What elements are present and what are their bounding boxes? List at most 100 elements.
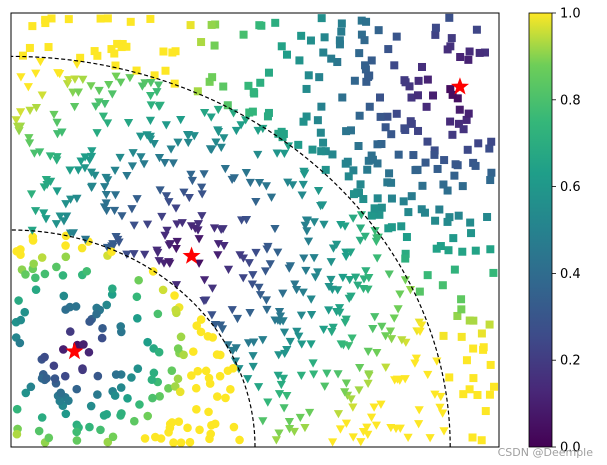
triangle-point (200, 108, 210, 118)
triangle-point (125, 74, 135, 83)
triangle-point (213, 105, 223, 115)
triangle-point (157, 212, 167, 222)
square-point (308, 145, 317, 154)
square-point (477, 329, 486, 338)
triangle-point (385, 327, 396, 336)
triangle-point (340, 222, 350, 231)
triangle-point (49, 110, 59, 120)
circle-point (59, 345, 68, 354)
square-point (319, 48, 328, 57)
triangle-point (313, 186, 324, 196)
triangle-point (197, 183, 207, 192)
circle-point (203, 331, 213, 341)
triangle-point (160, 231, 170, 240)
square-point (219, 82, 228, 91)
triangle-point (317, 201, 328, 210)
triangle-point (72, 194, 82, 203)
circle-point (204, 407, 213, 417)
circle-point (127, 373, 136, 382)
triangle-point (186, 170, 196, 179)
circle-point (93, 371, 103, 381)
circle-point (143, 411, 153, 421)
square-point (401, 249, 410, 258)
square-point (472, 25, 481, 34)
triangle-point (52, 153, 62, 162)
triangle-point (219, 134, 229, 143)
square-point (453, 311, 462, 320)
square-point (404, 208, 413, 217)
triangle-point (154, 257, 164, 266)
triangle-point (122, 171, 132, 181)
square-point (485, 144, 494, 153)
square-point (341, 159, 350, 168)
square-point (471, 161, 480, 170)
square-point (321, 147, 330, 156)
triangle-point (117, 212, 127, 221)
triangle-point (129, 250, 139, 259)
triangle-point (236, 121, 246, 130)
triangle-point (335, 308, 345, 317)
square-point (383, 112, 392, 121)
triangle-point (30, 207, 41, 216)
triangle-point (263, 242, 273, 252)
triangle-point (344, 294, 354, 303)
triangle-point (87, 147, 97, 156)
triangle-point (194, 259, 204, 268)
square-point (302, 84, 311, 93)
triangle-point (274, 390, 285, 399)
triangle-point (51, 220, 62, 229)
triangle-point (363, 430, 373, 439)
circle-point (12, 429, 22, 439)
circle-point (42, 374, 51, 383)
square-point (317, 102, 326, 111)
triangle-point (333, 370, 343, 379)
triangle-point (276, 380, 286, 390)
triangle-point (366, 413, 377, 422)
triangle-point (283, 178, 293, 187)
triangle-point (205, 145, 215, 154)
square-point (450, 171, 459, 180)
triangle-point (24, 139, 35, 148)
square-point (387, 194, 396, 203)
square-point (431, 30, 440, 39)
square-point (469, 344, 478, 353)
circle-point (156, 434, 166, 443)
triangle-point (335, 425, 346, 434)
triangle-point (228, 109, 239, 118)
circle-point (154, 347, 164, 357)
square-point (469, 316, 478, 325)
triangle-point (241, 169, 251, 178)
colorbar-tick-label: 0.2 (560, 354, 581, 369)
boundary-arc-2 (11, 55, 451, 447)
triangle-point (278, 374, 289, 383)
triangle-point (219, 242, 229, 251)
triangle-point (213, 251, 223, 260)
square-point (481, 48, 490, 57)
triangle-point (232, 314, 243, 324)
circle-point (84, 347, 94, 357)
square-point (486, 360, 495, 369)
square-point (490, 382, 499, 391)
square-point (360, 36, 369, 45)
triangle-point (245, 308, 255, 318)
square-point (392, 32, 401, 41)
triangle-point (247, 280, 257, 289)
triangle-point (380, 332, 391, 341)
square-point (317, 147, 326, 156)
triangle-point (65, 195, 76, 204)
triangle-point (368, 324, 378, 334)
triangle-point (285, 337, 295, 347)
circle-point (192, 321, 202, 331)
triangle-point (171, 281, 182, 290)
triangle-point (272, 149, 282, 158)
square-point (387, 130, 396, 139)
circle-point (169, 438, 178, 447)
triangle-point (109, 206, 120, 216)
square-point (146, 14, 155, 23)
triangle-point (299, 254, 309, 263)
square-point (443, 186, 452, 195)
triangle-point (24, 134, 34, 143)
square-point (365, 102, 374, 111)
triangle-point (155, 101, 165, 110)
square-point (335, 36, 344, 45)
